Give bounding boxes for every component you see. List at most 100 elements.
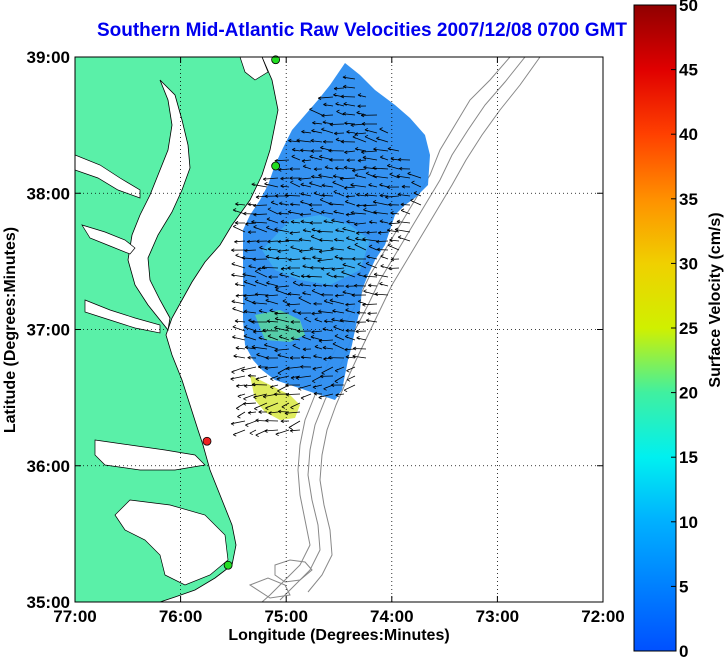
velocity-arrow [267,207,279,215]
rappahannock-river [81,224,136,255]
velocity-arrow [320,374,334,379]
velocity-arrow [396,174,411,179]
velocity-arrow [292,343,301,350]
velocity-arrow [247,373,257,378]
velocity-arrow [354,222,367,227]
velocity-arrow [334,334,345,341]
velocity-arrow [342,111,356,116]
velocity-arrow [285,238,301,243]
albemarle-sound [94,439,206,471]
velocity-arrow [310,149,322,153]
velocity-arrow [343,102,356,107]
velocity-arrow [302,334,312,341]
velocity-arrow [335,101,345,107]
velocity-arrow [243,393,257,401]
velocity-arrow [279,272,290,278]
velocity-arrow [368,283,378,288]
velocity-arrow [379,193,389,198]
velocity-arrow [397,157,411,162]
velocity-arrow [366,230,378,235]
velocity-arrow [243,211,257,216]
velocity-arrow [309,181,323,188]
velocity-arrow [356,192,367,197]
velocity-arrow [288,138,301,143]
velocity-arrow [377,231,389,235]
pamlico-sound [114,499,229,586]
velocity-arrow [387,163,400,170]
velocity-arrow [287,209,301,215]
velocity-arrow [314,344,323,350]
velocity-arrow [265,402,279,410]
velocity-arrow [317,96,334,101]
velocity-arrow [333,189,345,197]
velocity-arrow [306,274,323,279]
y-tick-label: 37:00 [27,321,70,340]
colorbar-tick-label: 0 [679,642,688,659]
velocity-arrow [299,249,312,254]
velocity-arrow [232,208,246,215]
velocity-arrow [332,180,345,188]
velocity-arrow [244,325,257,332]
velocity-arrow [308,203,323,207]
velocity-arrow [270,200,279,206]
velocity-arrow [234,282,246,287]
velocity-arrow [276,375,290,381]
velocity-arrow [328,355,345,360]
velocity-arrow [356,310,367,315]
velocity-arrow [249,429,257,436]
velocity-arrow [334,293,345,298]
velocity-arrow [318,173,334,179]
velocity-arrow [322,139,334,144]
velocity-arrow [231,366,246,374]
velocity-arrow [321,366,334,375]
x-tick-label: 74:00 [370,607,413,626]
velocity-arrow [379,281,389,287]
velocity-arrow [267,334,279,341]
velocity-arrow [234,239,246,244]
velocity-arrow [278,168,290,172]
velocity-arrow [256,239,268,244]
velocity-arrow [352,257,367,261]
velocity-arrow [295,375,312,380]
x-ticks: 77:00 76:00 75:00 74:00 73:00 72:00 [53,57,625,626]
velocity-arrow [311,174,323,179]
velocity-arrow [313,301,323,306]
velocity-arrow [373,272,389,278]
velocity-arrow [242,401,257,406]
velocity-arrow [374,292,389,296]
velocity-arrow [389,172,400,179]
velocity-arrow [312,366,323,371]
velocity-arrow [309,107,323,116]
velocity-arrow [362,237,378,242]
velocity-arrow [251,345,268,350]
velocity-arrow [242,272,257,278]
velocity-arrow [375,239,389,244]
velocity-arrow [397,235,411,242]
velocity-arrow [379,219,389,224]
velocity-arrow [368,244,378,251]
velocity-arrow [251,320,267,324]
velocity-arrow [300,364,312,369]
colorbar-tick-label: 25 [679,319,698,338]
velocity-arrow [231,248,246,253]
velocity-arrow [290,245,301,251]
velocity-arrow [299,212,312,217]
velocity-arrow [354,242,367,251]
velocity-arrow [334,237,345,242]
station-marker [271,55,281,65]
velocity-arrow [309,246,323,251]
velocity-arrow [230,420,246,426]
velocity-arrow [323,102,334,107]
velocity-arrow [289,231,301,235]
velocity-arrow [354,173,367,179]
velocity-arrow [300,393,312,400]
velocity-arrow [237,393,246,399]
velocity-arrow [268,411,279,415]
velocity-arrow [266,281,279,287]
velocity-arrow [287,291,301,296]
velocity-arrow [230,375,246,381]
velocity-arrow [302,228,312,233]
velocity-arrow [251,220,268,224]
velocity-arrow [352,168,367,173]
velocity-arrow [373,147,389,152]
